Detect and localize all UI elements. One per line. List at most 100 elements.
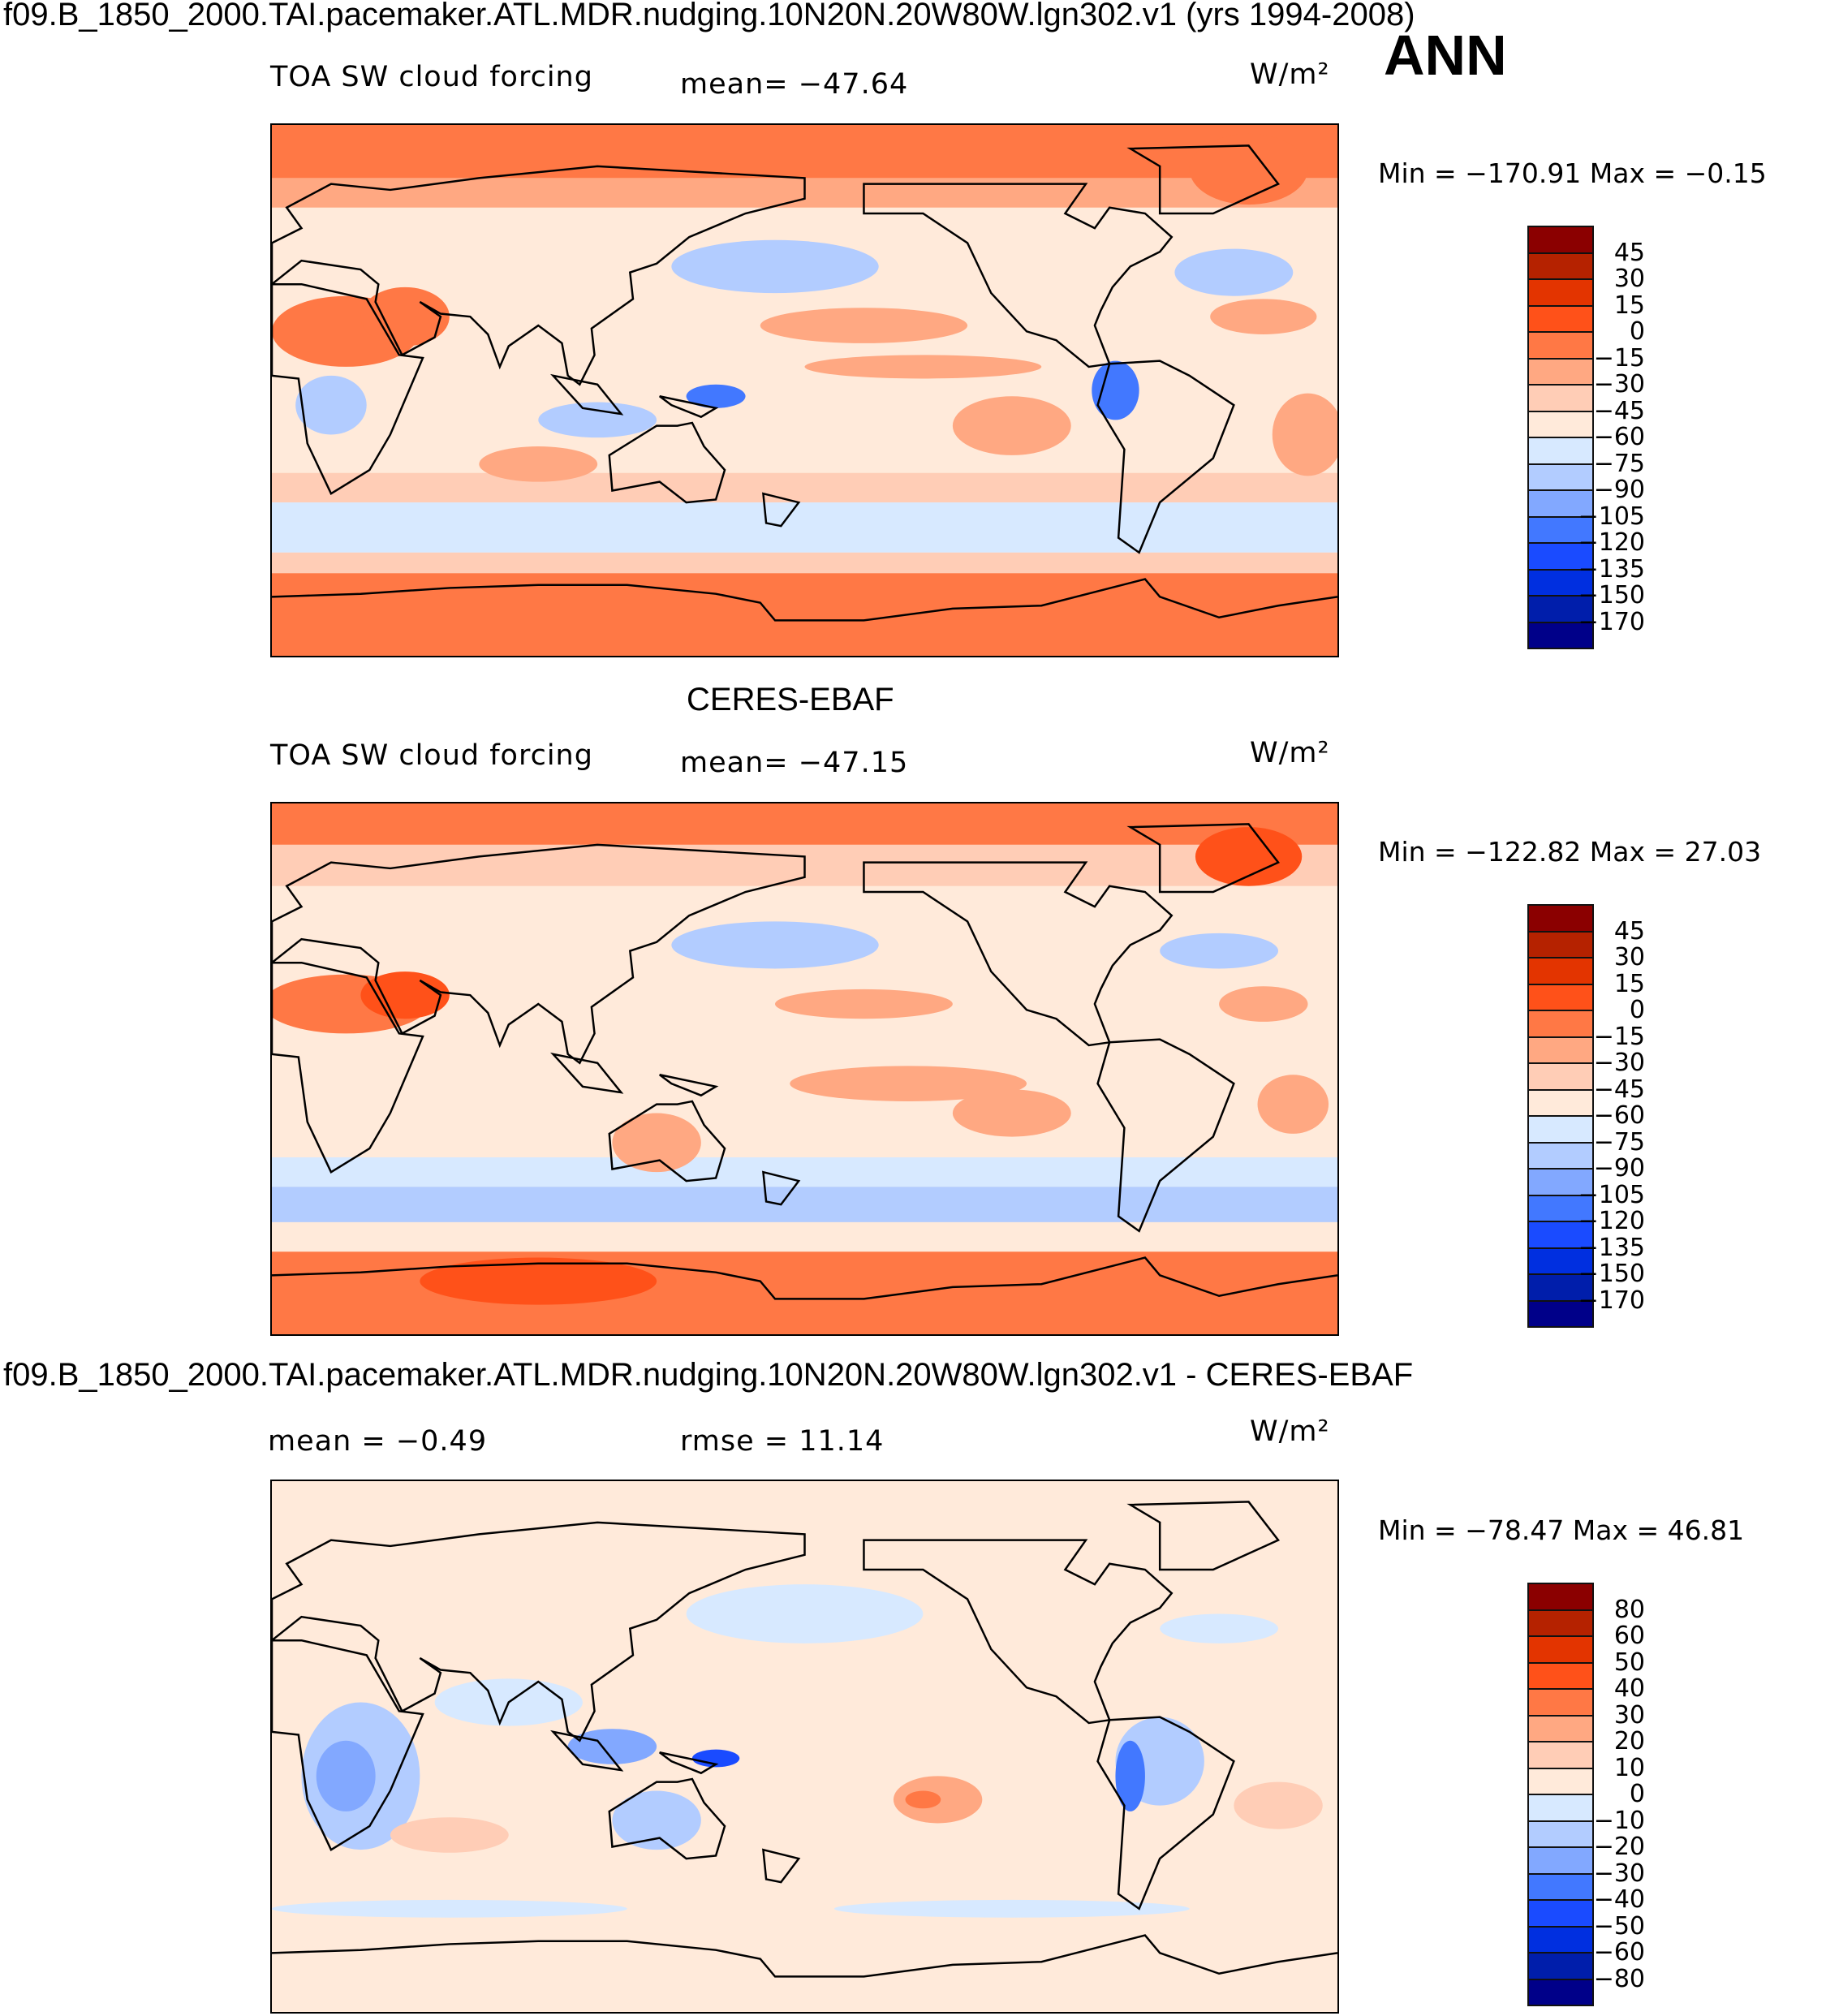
coastline (659, 395, 719, 419)
colorbar-swatch (1527, 226, 1594, 254)
coastline (272, 1639, 424, 1851)
coastline (1126, 1501, 1281, 1571)
coastline (272, 1521, 806, 1742)
field-contour (1160, 1613, 1279, 1643)
coastline (272, 165, 806, 386)
panel2-variable: TOA SW cloud forcing (270, 739, 593, 772)
colorbar-swatch (1527, 357, 1594, 386)
colorbar-swatch (1527, 983, 1594, 1011)
antarctica-coastline (272, 1256, 1337, 1300)
colorbar-swatch (1527, 489, 1594, 518)
field-contour (420, 1257, 657, 1305)
panel1-units: W/m² (1250, 58, 1330, 91)
colorbar-swatch (1527, 621, 1594, 649)
colorbar-tick-label: 40 (1613, 1674, 1645, 1703)
field-contour (833, 1899, 1190, 1918)
colorbar-swatch (1527, 1221, 1594, 1249)
colorbar-tick-label: −45 (1593, 1075, 1645, 1104)
field-contour (1257, 1075, 1329, 1134)
colorbar-tick-label: 15 (1613, 969, 1645, 998)
field-contour (1272, 393, 1337, 476)
field-contour (686, 384, 746, 408)
colorbar-tick-label: 80 (1613, 1595, 1645, 1624)
colorbar-swatch (1527, 437, 1594, 465)
field-band (272, 472, 1337, 503)
colorbar-tick-label: −170 (1578, 1286, 1645, 1315)
colorbar-tick-label: −90 (1593, 1154, 1645, 1182)
colorbar-swatch (1527, 1688, 1594, 1717)
coastline (550, 373, 624, 416)
coastline (1096, 360, 1235, 554)
coastline (608, 1777, 726, 1860)
colorbar-tick-label: −90 (1593, 476, 1645, 504)
field-contour (1195, 827, 1303, 886)
panel3-mean: mean = −0.49 (268, 1425, 488, 1458)
colorbar-swatch (1527, 1661, 1594, 1690)
colorbar-swatch (1527, 957, 1594, 985)
coastline (659, 1074, 719, 1097)
colorbar-tick-label: 30 (1613, 265, 1645, 293)
field-contour (295, 375, 367, 435)
antarctica-coastline (272, 578, 1337, 622)
colorbar-tick-label: −105 (1578, 502, 1645, 531)
field-band (272, 803, 1337, 845)
colorbar-tick-label: 0 (1629, 996, 1645, 1024)
colorbar-tick-label: −45 (1593, 396, 1645, 425)
colorbar-tick-label: −75 (1593, 449, 1645, 478)
colorbar-swatch (1527, 304, 1594, 333)
colorbar-swatch (1527, 410, 1594, 438)
coastline (659, 1751, 719, 1775)
colorbar-swatch (1527, 1978, 1594, 2006)
field-contour (1115, 1740, 1145, 1811)
figure-title: f09.B_1850_2000.TAI.pacemaker.ATL.MDR.nu… (3, 0, 1415, 32)
colorbar-tick-label: −105 (1578, 1180, 1645, 1209)
colorbar-tick-label: 45 (1613, 238, 1645, 267)
colorbar-tick-label: 0 (1629, 317, 1645, 346)
colorbar-tick-label: −15 (1593, 343, 1645, 373)
panel3-colorbar: 80 60 50 40 30 20 10 0 −10 −20 −30 −40 −50 −60 −80 (1527, 1583, 1645, 2006)
panel3-units: W/m² (1250, 1415, 1330, 1448)
colorbar-tick-label: −170 (1578, 607, 1645, 636)
field-contour (790, 1066, 1027, 1101)
field-contour (316, 1740, 376, 1811)
field-contour (905, 1790, 941, 1809)
field-contour (360, 286, 450, 347)
coastline (863, 861, 1174, 1047)
field-contour (671, 239, 879, 294)
field-band (272, 573, 1337, 656)
panel3-rmse: rmse = 11.14 (680, 1425, 885, 1458)
field-contour (538, 402, 657, 438)
panel2-units: W/m² (1250, 737, 1330, 769)
field-contour (612, 1113, 701, 1173)
coastline (550, 1052, 624, 1094)
field-contour (1160, 933, 1279, 969)
field-contour (1234, 1781, 1323, 1829)
coastline (863, 183, 1174, 368)
field-contour (479, 446, 598, 482)
colorbar-swatch (1527, 252, 1594, 280)
field-band (272, 502, 1337, 553)
colorbar-swatch (1527, 515, 1594, 544)
colorbar-tick-label: −120 (1578, 528, 1645, 557)
colorbar-tick-label: −75 (1593, 1127, 1645, 1157)
field-band (272, 1221, 1337, 1252)
colorbar-tick-label: −60 (1593, 1101, 1645, 1130)
colorbar-swatch (1527, 930, 1594, 958)
colorbar-tick-label: −20 (1593, 1833, 1645, 1861)
colorbar-swatch (1527, 1714, 1594, 1742)
colorbar-tick-label: −30 (1593, 370, 1645, 398)
colorbar-tick-label: 30 (1613, 943, 1645, 971)
colorbar-swatch (1527, 1846, 1594, 1875)
colorbar-swatch (1527, 278, 1594, 307)
panel1-variable: TOA SW cloud forcing (270, 61, 593, 93)
field-contour (804, 355, 1042, 379)
colorbar-tick-label: 60 (1613, 1622, 1645, 1650)
colorbar-swatch (1527, 1820, 1594, 1848)
field-contour (390, 1817, 509, 1853)
panel2-subtitle: CERES-EBAF (687, 682, 894, 717)
colorbar-swatch (1527, 463, 1594, 491)
field-contour (775, 989, 953, 1019)
colorbar-tick-label: 30 (1613, 1700, 1645, 1730)
colorbar-tick-label: 15 (1613, 291, 1645, 320)
panel2-map (270, 802, 1339, 1336)
